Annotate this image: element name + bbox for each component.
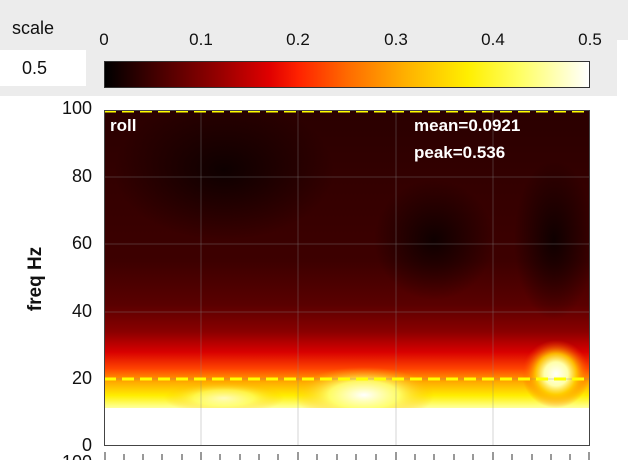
spectrogram-heatmap: [104, 110, 590, 446]
y-tick-label: 60: [71, 233, 92, 253]
colorbar: [104, 61, 590, 88]
y-axis-label: freq Hz: [25, 246, 46, 312]
heatmap-dark-region: [374, 180, 494, 300]
heatmap-low-freq-band: [104, 408, 590, 446]
channel-label: roll: [110, 116, 137, 135]
y-tick-label: 40: [71, 301, 92, 321]
y-tick-label: 80: [71, 166, 92, 186]
colorbar-tick-label: 0.3: [384, 30, 408, 49]
heatmap-dark-region: [514, 160, 590, 320]
x-axis-ticks: [104, 452, 590, 460]
y-tick-label: 0: [81, 435, 92, 455]
mean-readout: mean=0.0921: [414, 116, 521, 135]
scale-input[interactable]: 0.5: [0, 50, 86, 86]
peak-readout: peak=0.536: [414, 143, 506, 162]
scale-label: scale: [12, 18, 55, 38]
heatmap-dark-region: [114, 110, 334, 240]
y-tick-label: 100: [61, 98, 92, 118]
colorbar-tick-label: 0.4: [481, 30, 505, 49]
colorbar-tick-label: 0.1: [189, 30, 213, 49]
y-tick-label: 20: [71, 368, 92, 388]
colorbar-tick-label: 0: [99, 30, 109, 49]
heatmap-warm-region: [164, 382, 284, 414]
colorbar-tick-label: 0.5: [578, 30, 602, 49]
adjacent-panel-edge: [617, 40, 628, 460]
axes-frame: [104, 110, 590, 446]
colorbar-tick-label: 0.2: [286, 30, 310, 49]
heatmap-hotspot: [522, 340, 590, 408]
next-plot-y-tick-label: 100: [52, 452, 92, 460]
